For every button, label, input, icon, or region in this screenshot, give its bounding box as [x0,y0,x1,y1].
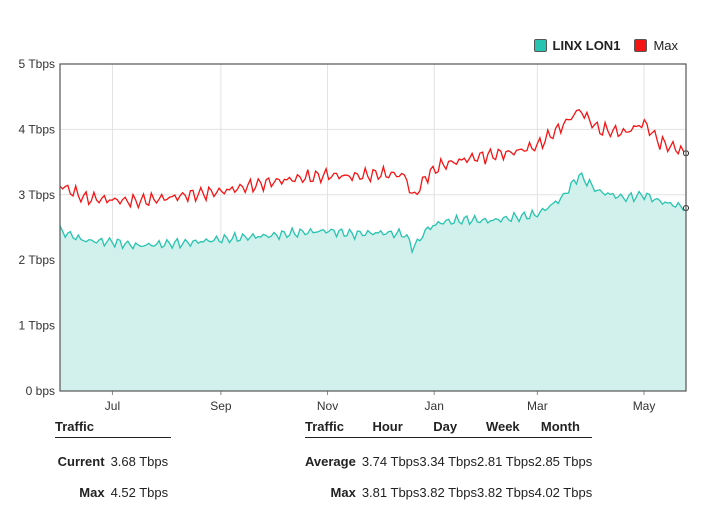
max-week: 3.82 Tbps [477,485,535,500]
current-value: 3.68 Tbps [110,454,169,469]
legend-swatch-linx-lon1 [533,39,547,52]
row-label-max: Max [79,485,105,500]
average-hour: 3.74 Tbps [361,454,420,469]
x-tick-label: May [633,399,656,413]
header-hour: Hour [361,419,420,438]
header-month: Month [534,419,593,438]
x-tick-label: Mar [527,399,548,413]
table-row: Average 3.74 Tbps 3.34 Tbps 2.81 Tbps 2.… [305,438,593,469]
max-month: 4.02 Tbps [534,485,593,500]
series-area-linx-lon1 [60,173,686,391]
row-label-max: Max [330,485,356,500]
average-month: 2.85 Tbps [534,454,593,469]
y-tick-label: 2 Tbps [19,253,55,267]
table-row: Max 4.52 Tbps [55,469,171,500]
current-traffic-table: Traffic Current 3.68 Tbps Max 4.52 Tbps [55,419,171,500]
average-day: 3.34 Tbps [419,454,478,469]
header-week: Week [477,419,535,438]
table-row: Current 3.68 Tbps [55,438,171,469]
x-tick-label: Jan [425,399,444,413]
y-tick-label: 3 Tbps [19,188,55,202]
legend-item-max[interactable]: Max [634,38,678,53]
y-tick-label: 5 Tbps [19,57,55,71]
legend-item-linx-lon1[interactable]: LINX LON1 [533,38,621,53]
series-line-linx-lon1 [59,172,687,255]
max-day: 3.82 Tbps [419,485,478,500]
y-tick-label: 1 Tbps [19,319,55,333]
row-label-current: Current [57,454,105,469]
y-tick-label: 4 Tbps [19,122,55,136]
plot-frame [59,63,687,392]
header-traffic: Traffic [305,419,362,438]
average-traffic-table: Traffic Hour Day Week Month Average 3.74… [305,419,593,500]
row-label-average: Average [305,454,356,469]
max-value: 4.52 Tbps [110,485,169,500]
x-tick-label: Sep [210,399,232,413]
legend-label-linx-lon1: LINX LON1 [552,38,621,53]
traffic-chart: 0 bps 1 Tbps 2 Tbps 3 Tbps 4 Tbps 5 Tbps Jul Se… [19,57,689,413]
series-line-max [59,109,687,210]
legend-label-max: Max [653,38,678,53]
y-tick-label: 0 bps [26,384,55,398]
max-hour: 3.81 Tbps [361,485,420,500]
x-tick-label: Nov [317,399,338,413]
chart-legend: LINX LON1 Max [533,38,678,53]
table-row: Max 3.81 Tbps 3.82 Tbps 3.82 Tbps 4.02 T… [305,469,593,500]
x-tick-label: Jul [105,399,120,413]
average-week: 2.81 Tbps [477,454,535,469]
legend-swatch-max [634,39,648,52]
current-table-header: Traffic [55,419,171,438]
header-day: Day [419,419,478,438]
